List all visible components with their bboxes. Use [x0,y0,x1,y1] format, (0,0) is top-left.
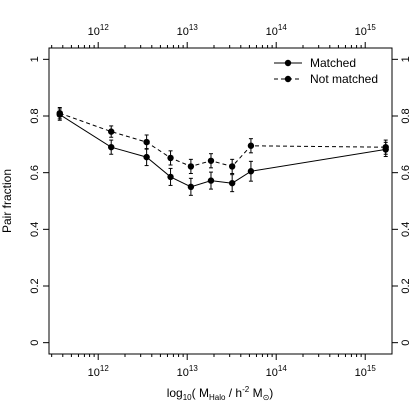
series-not-matched [56,107,389,175]
series-matched [56,108,389,196]
y-tick-label-right: 0.6 [400,165,412,180]
plot-frame [48,47,393,355]
y-tick-label-left: 0.8 [29,108,41,123]
data-point [247,168,255,175]
data-point [108,143,115,151]
y-tick-label-left: 0 [29,340,41,346]
legend-label: Matched [310,56,356,70]
series-line [59,114,386,188]
y-tick-label-left: 0.2 [29,278,41,293]
axis-ticks: 0 0 0.2 0.2 0.4 0.4 0.6 0.6 0.8 0.8 1 1 1012 1012 1013… [29,23,412,379]
series-line [59,112,386,167]
x-tick-label-bottom: 1014 [266,364,288,379]
y-tick-label-right: 1 [400,56,412,62]
data-point [228,179,236,187]
y-tick-label-right: 0 [400,340,412,346]
x-tick-label-top: 1015 [355,23,377,38]
legend: Matched Not matched [274,56,378,86]
data-point [207,157,215,164]
y-tick-label-left: 1 [29,56,41,62]
x-axis-label: log10( MHalo / h-2 M⊙) [167,385,274,402]
legend-marker [284,75,292,83]
data-point [167,173,174,181]
data-point [143,153,150,161]
data-point [187,163,195,170]
y-tick-label-right: 0.2 [400,278,412,293]
x-tick-label-top: 1014 [266,23,288,38]
x-tick-label-bottom: 1015 [355,364,377,379]
series-layer [56,107,389,196]
data-point [108,128,115,135]
data-point [167,154,174,162]
data-point [143,138,150,146]
y-tick-label-right: 0.4 [400,222,412,237]
data-point [187,183,195,191]
data-point [382,143,389,151]
y-axis-label: Pair fraction [0,169,14,233]
legend-marker [284,59,292,67]
data-point [207,177,215,184]
x-tick-label-top: 1012 [88,23,110,38]
data-point [228,163,236,170]
x-tick-label-top: 1013 [177,23,199,38]
legend-label: Not matched [310,72,378,86]
x-tick-label-bottom: 1013 [177,364,199,379]
y-tick-label-right: 0.8 [400,108,412,123]
data-point [56,109,63,117]
y-tick-label-left: 0.4 [29,222,41,237]
x-tick-label-bottom: 1012 [88,364,110,379]
data-point [247,142,255,149]
y-tick-label-left: 0.6 [29,165,41,180]
